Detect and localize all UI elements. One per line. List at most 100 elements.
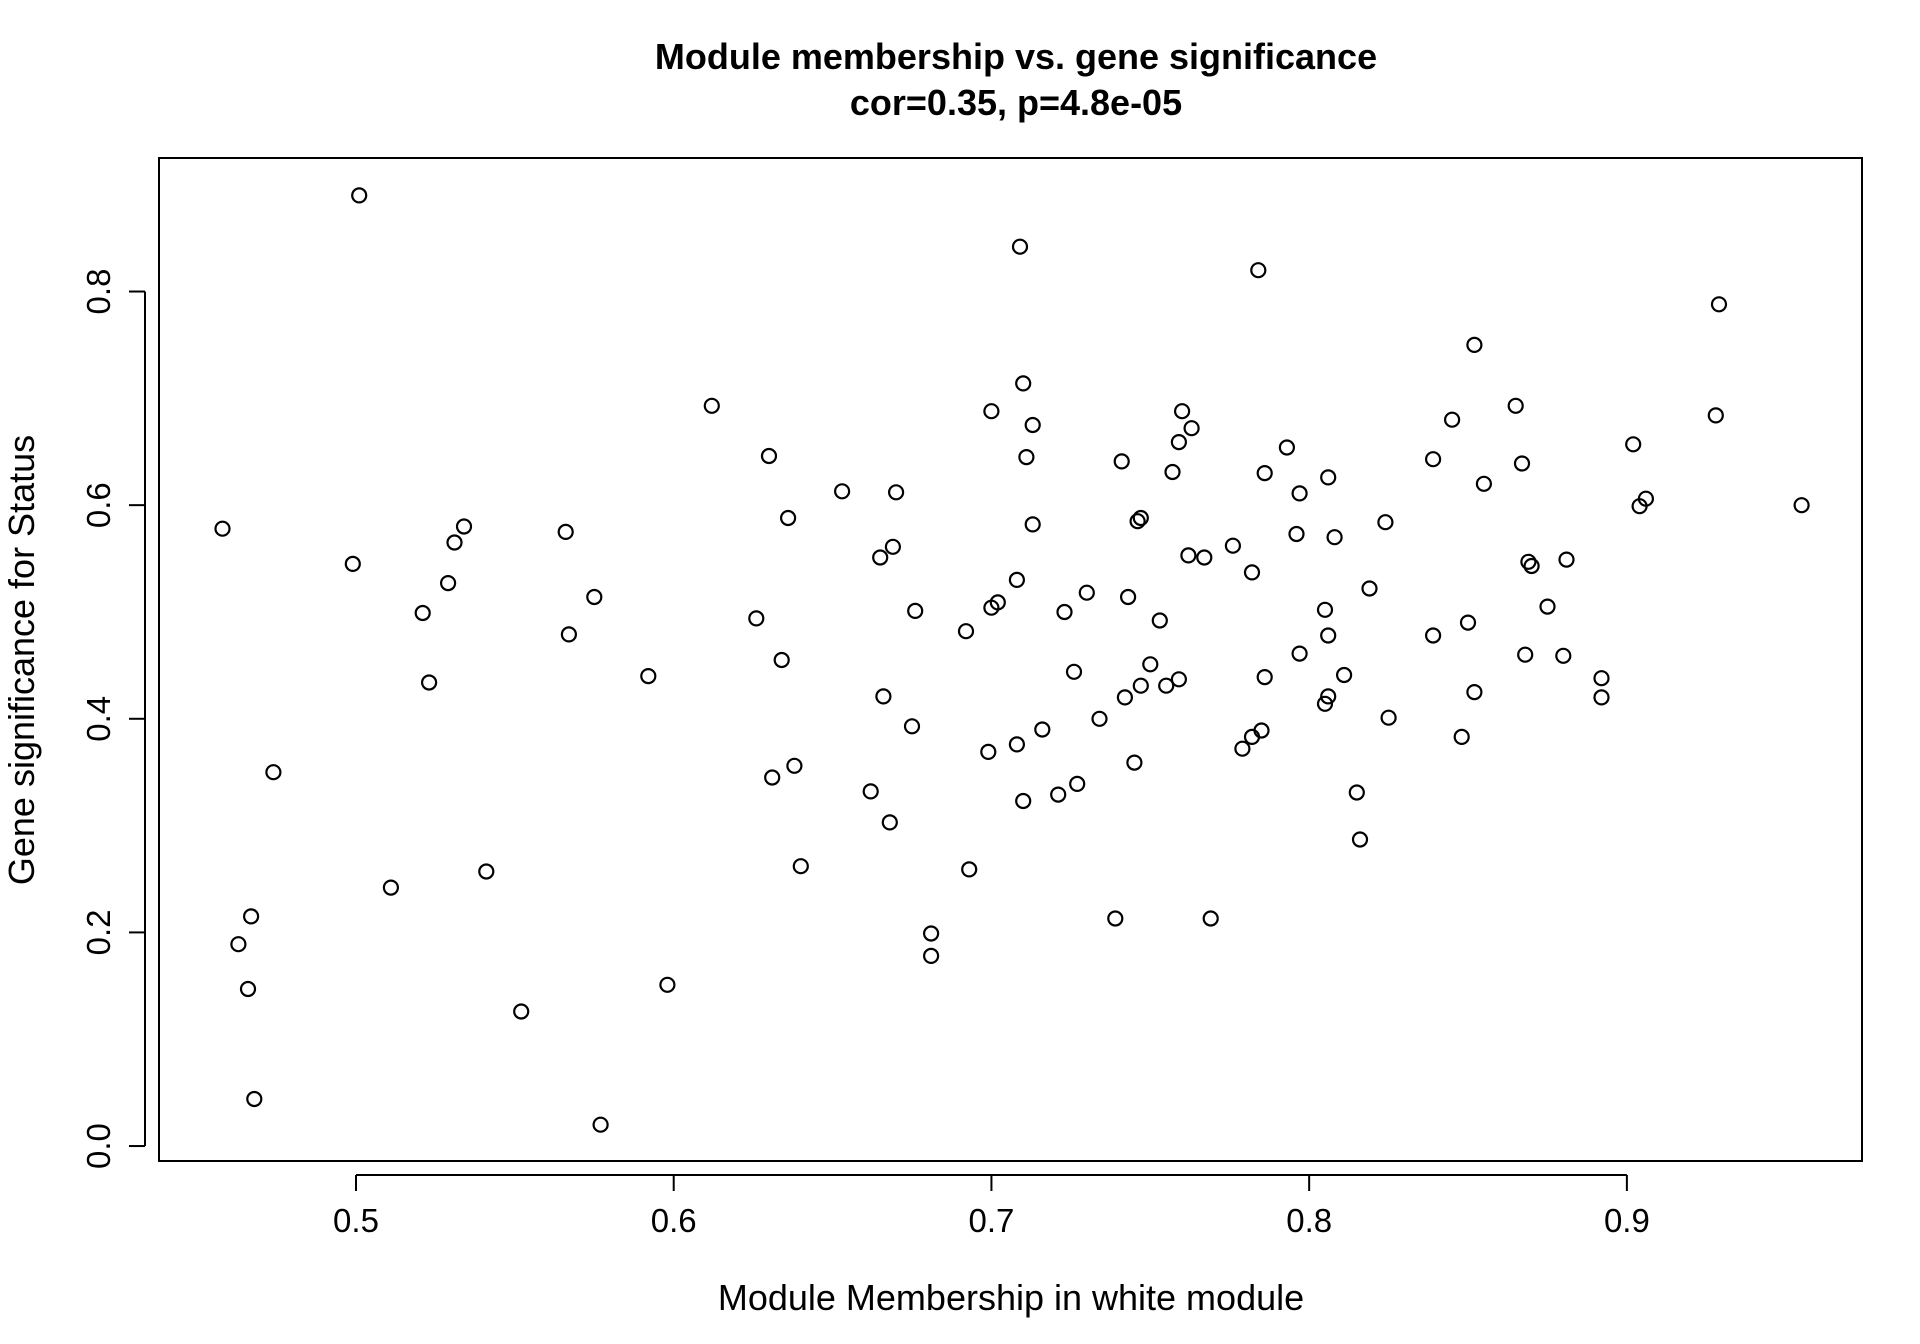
plot-frame — [158, 157, 1863, 1162]
data-point — [1320, 627, 1337, 644]
data-point — [862, 783, 879, 800]
data-point — [1142, 656, 1159, 673]
data-point — [1234, 740, 1251, 757]
data-point — [1320, 688, 1337, 705]
data-point — [592, 1116, 609, 1133]
data-point — [351, 187, 368, 204]
data-point — [1637, 490, 1655, 507]
data-point — [1513, 455, 1531, 472]
data-point — [1015, 792, 1032, 810]
data-point — [703, 397, 720, 414]
data-point — [1793, 497, 1810, 514]
data-point — [1018, 449, 1035, 466]
data-point — [1091, 710, 1108, 727]
data-point — [1520, 553, 1537, 570]
y-tick-label: 0.2 — [80, 909, 117, 955]
data-point — [1380, 709, 1397, 726]
data-point — [382, 879, 399, 896]
data-point — [1351, 831, 1369, 848]
data-point — [1119, 588, 1137, 606]
data-point — [1348, 784, 1365, 801]
data-point — [1320, 469, 1337, 486]
data-point — [989, 594, 1006, 611]
data-point — [1132, 509, 1149, 527]
y-tick-label: 0.8 — [80, 269, 117, 315]
data-point — [1517, 646, 1534, 663]
data-point — [1256, 465, 1273, 482]
data-point — [659, 976, 676, 993]
y-axis: 0.0 0.2 0.4 0.6 0.8 — [80, 269, 146, 1169]
data-point — [1625, 436, 1642, 453]
data-point — [907, 602, 924, 620]
data-point — [1507, 397, 1524, 414]
data-point — [1065, 663, 1083, 680]
data-point — [1539, 598, 1556, 615]
data-point — [760, 447, 778, 465]
data-point — [1170, 671, 1188, 688]
data-point — [872, 549, 889, 566]
x-tick-label: 0.8 — [1286, 1202, 1332, 1239]
data-point — [1129, 513, 1146, 530]
data-point — [1034, 721, 1051, 738]
data-point — [903, 718, 921, 735]
data-point — [833, 483, 851, 500]
x-axis-label: Module Membership in white module — [718, 1277, 1304, 1318]
data-point — [881, 814, 898, 831]
data-point — [265, 764, 282, 781]
data-point — [1361, 580, 1378, 597]
data-point — [560, 626, 578, 643]
y-tick-label: 0.4 — [80, 696, 117, 742]
data-point — [513, 1003, 530, 1020]
data-point — [239, 980, 257, 998]
chart-subtitle: cor=0.35, p=4.8e-05 — [850, 82, 1182, 123]
data-point — [1291, 485, 1308, 502]
data-point — [243, 908, 260, 925]
data-point — [1008, 736, 1026, 753]
data-point — [1158, 677, 1175, 694]
data-point — [1253, 722, 1270, 739]
data-point — [1593, 670, 1610, 687]
x-tick-label: 0.5 — [333, 1202, 379, 1239]
data-point — [1078, 584, 1095, 601]
data-point — [557, 523, 574, 541]
data-point — [344, 555, 361, 573]
data-point — [884, 538, 902, 555]
data-point — [478, 863, 495, 880]
data-point — [1116, 689, 1134, 706]
data-point — [1466, 336, 1483, 353]
data-point — [1170, 434, 1188, 451]
data-point — [1243, 564, 1261, 581]
data-point — [586, 588, 603, 606]
data-point — [414, 604, 431, 622]
x-tick-label: 0.9 — [1604, 1202, 1650, 1239]
data-point — [922, 947, 940, 965]
x-tick-label: 0.6 — [651, 1202, 697, 1239]
data-point — [1291, 645, 1308, 662]
data-point — [1224, 537, 1242, 554]
data-point — [1424, 451, 1442, 468]
data-point — [1202, 910, 1219, 927]
data-point — [1707, 407, 1724, 424]
y-axis-label: Gene significance for Status — [1, 435, 42, 885]
data-point — [1050, 786, 1067, 803]
data-point — [1126, 754, 1143, 771]
data-point — [1183, 420, 1200, 437]
data-point — [1069, 775, 1086, 793]
data-point — [1555, 647, 1572, 664]
data-point — [1132, 677, 1149, 694]
data-point — [1558, 551, 1575, 568]
data-point — [786, 757, 803, 774]
data-point — [1015, 375, 1032, 392]
data-point — [1196, 549, 1213, 566]
data-point — [1107, 910, 1124, 927]
x-tick-label: 0.7 — [968, 1202, 1014, 1239]
data-point — [246, 1090, 263, 1108]
data-point — [1024, 416, 1041, 434]
y-tick-label: 0.6 — [80, 482, 117, 528]
data-point — [1250, 262, 1267, 279]
data-point — [980, 743, 997, 761]
data-point — [446, 534, 463, 551]
data-point — [1256, 668, 1273, 686]
data-point — [1316, 601, 1334, 618]
